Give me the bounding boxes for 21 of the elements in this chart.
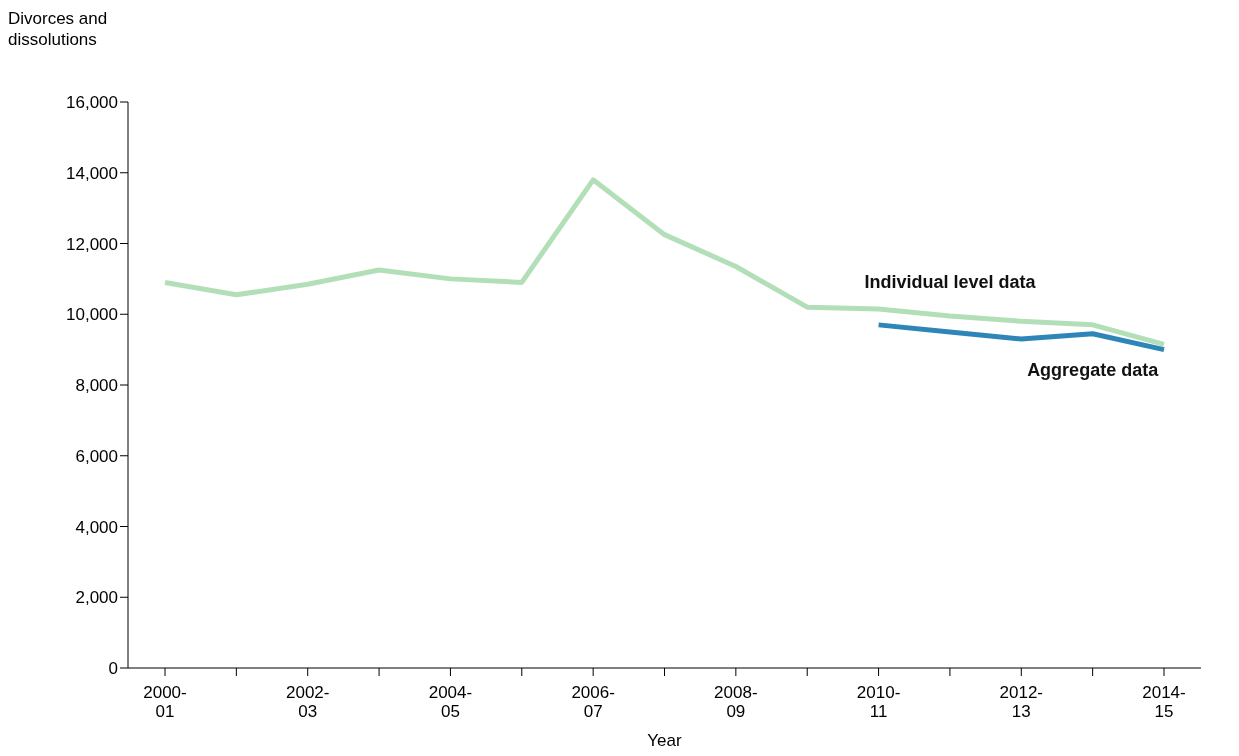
series-label: Aggregate data [1027,359,1160,380]
y-tick-label: 14,000 [66,163,118,183]
x-tick-label: 2006-07 [571,683,615,721]
y-tick-label: 10,000 [66,305,118,325]
y-tick-label: 0 [108,659,118,679]
y-tick-label: 2,000 [75,588,118,608]
y-tick-label: 6,000 [75,446,118,466]
y-tick-label: 8,000 [75,376,118,396]
x-tick-label: 2012-13 [999,683,1044,721]
y-axis-title: Divorces and dissolutions [8,8,109,50]
x-tick-label: 2008-09 [714,683,758,721]
x-axis-title: Year [647,731,683,750]
y-tick-label: 12,000 [66,234,118,254]
x-tick-label: 2002-03 [285,683,330,721]
x-tick-label: 2010-11 [856,683,901,721]
y-tick-label: 16,000 [66,93,118,113]
y-tick-label: 4,000 [75,517,118,537]
x-tick-label: 2014-15 [1142,683,1186,721]
x-tick-label: 2000-01 [143,683,187,721]
x-tick-label: 2004-05 [428,683,473,721]
series-label: Individual level data [864,272,1037,293]
